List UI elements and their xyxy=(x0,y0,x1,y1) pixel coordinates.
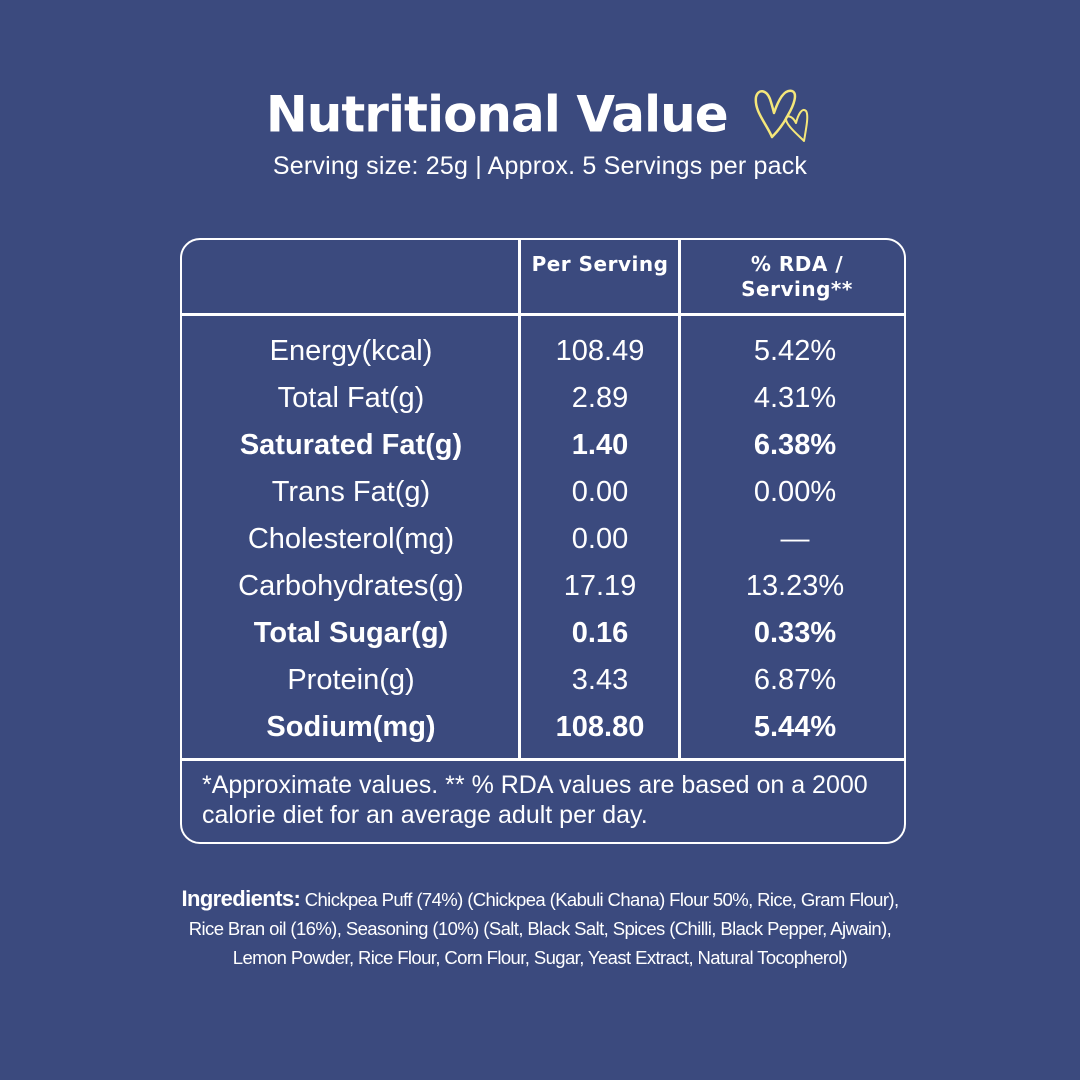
nutrient-name: Cholesterol(mg) xyxy=(247,523,455,555)
nutrient-name: Trans Fat(g) xyxy=(271,476,431,508)
title-text: Nutritional Value xyxy=(265,85,729,144)
rda-value: — xyxy=(780,523,810,555)
nutrient-name: Carbohydrates(g) xyxy=(238,570,464,602)
nutrient-name: Total Sugar(g) xyxy=(253,617,449,649)
per-serving-value: 1.40 xyxy=(571,429,629,461)
per-serving-value: 0.16 xyxy=(571,617,629,649)
rda-value: 5.44% xyxy=(753,711,837,743)
page-title: Nutritional Value xyxy=(0,82,1080,145)
per-serving-value: 0.00 xyxy=(571,523,629,555)
column-divider xyxy=(518,240,521,760)
nutrient-name: Energy(kcal) xyxy=(269,335,433,367)
table-row: Cholesterol(mg) 0.00 — xyxy=(182,516,904,563)
table-row: Sodium(mg) 108.80 5.44% xyxy=(182,704,904,751)
hearts-icon xyxy=(754,89,809,142)
ingredients-label: Ingredients: xyxy=(181,886,301,911)
ingredients: Ingredients: Chickpea Puff (74%) (Chickp… xyxy=(165,884,915,972)
header-rda: % RDA / Serving** xyxy=(741,252,853,301)
table-row: Energy(kcal) 108.49 5.42% xyxy=(182,328,904,375)
nutrient-name: Total Fat(g) xyxy=(277,382,425,414)
rda-value: 0.00% xyxy=(753,476,837,508)
rda-value: 4.31% xyxy=(753,382,837,414)
ingredients-text: Chickpea Puff (74%) (Chickpea (Kabuli Ch… xyxy=(188,889,899,968)
nutrient-name: Saturated Fat(g) xyxy=(239,429,463,461)
per-serving-value: 2.89 xyxy=(571,382,629,414)
rda-value: 0.33% xyxy=(753,617,837,649)
table-row: Carbohydrates(g) 17.19 13.23% xyxy=(182,563,904,610)
footnote: *Approximate values. ** % RDA values are… xyxy=(202,771,868,829)
footer-divider xyxy=(182,758,904,761)
table-row: Total Fat(g) 2.89 4.31% xyxy=(182,375,904,422)
nutrient-name: Sodium(mg) xyxy=(266,711,436,743)
table-row: Saturated Fat(g) 1.40 6.38% xyxy=(182,422,904,469)
per-serving-value: 0.00 xyxy=(571,476,629,508)
header-divider xyxy=(182,313,904,316)
nutrition-table: Per Serving % RDA / Serving** Energy(kca… xyxy=(180,238,906,844)
header-per-serving: Per Serving xyxy=(531,252,669,276)
rda-value: 13.23% xyxy=(745,570,845,602)
table-row: Total Sugar(g) 0.16 0.33% xyxy=(182,610,904,657)
per-serving-value: 108.80 xyxy=(555,711,645,743)
table-row: Trans Fat(g) 0.00 0.00% xyxy=(182,469,904,516)
rda-value: 5.42% xyxy=(753,335,837,367)
rda-value: 6.87% xyxy=(753,664,837,696)
rda-value: 6.38% xyxy=(753,429,837,461)
per-serving-value: 17.19 xyxy=(563,570,637,602)
nutrient-name: Protein(g) xyxy=(287,664,415,696)
serving-info: Serving size: 25g | Approx. 5 Servings p… xyxy=(272,152,808,180)
per-serving-value: 3.43 xyxy=(571,664,629,696)
per-serving-value: 108.49 xyxy=(555,335,645,367)
column-divider xyxy=(678,240,681,760)
table-row: Protein(g) 3.43 6.87% xyxy=(182,657,904,704)
